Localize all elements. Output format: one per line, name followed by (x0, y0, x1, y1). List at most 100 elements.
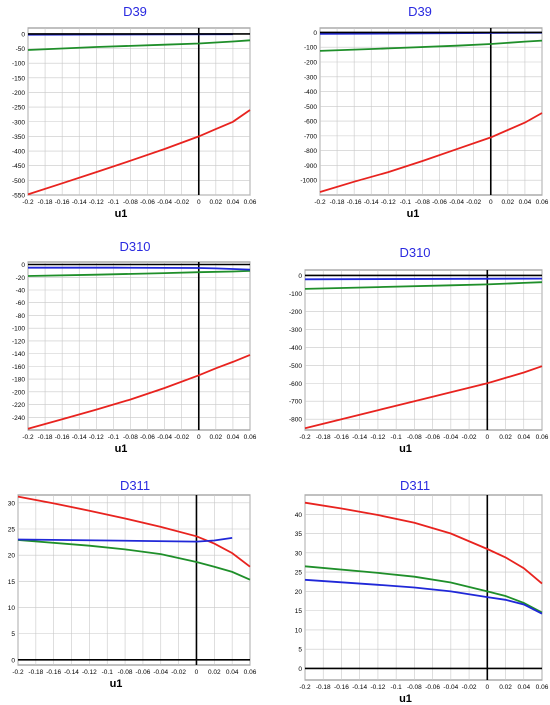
x-tick-label: -0.04 (157, 199, 172, 206)
y-tick-label: 5 (11, 631, 15, 638)
x-tick-label: -0.18 (330, 199, 345, 206)
x-tick-label: -0.14 (364, 199, 379, 206)
x-tick-label: -0.06 (425, 434, 440, 441)
y-tick-label: -450 (12, 163, 25, 170)
series-line-blue (304, 578, 543, 615)
y-tick-label: -160 (12, 364, 25, 371)
x-tick-label: -0.2 (22, 199, 34, 206)
x-tick-label: 0.02 (502, 199, 515, 206)
x-tick-label: -0.1 (108, 199, 120, 206)
x-tick-label: 0 (197, 434, 201, 441)
x-tick-label: 0.06 (244, 669, 257, 676)
x-tick-label: -0.14 (72, 199, 87, 206)
y-tick-label: -350 (12, 134, 25, 141)
y-tick-label: 10 (8, 605, 16, 612)
y-tick-label: -240 (12, 415, 25, 422)
y-tick-label: 0 (313, 30, 317, 37)
x-tick-label: -0.2 (314, 199, 326, 206)
y-tick-label: -180 (12, 377, 25, 384)
chart-panel-5: D311 0 5 10 15 20 25 30 -0.2 -0.18 -0.16 -0.14 -0.12… (8, 478, 257, 690)
x-tick-label: 0 (195, 669, 199, 676)
y-tick-label: -200 (12, 389, 25, 396)
series-line-green (304, 281, 543, 290)
x-tick-label: -0.16 (55, 434, 70, 441)
series-line-red (27, 354, 251, 430)
y-tick-label: 25 (295, 570, 303, 577)
y-tick-label: -20 (16, 275, 26, 282)
x-tick-label: -0.16 (347, 199, 362, 206)
series-line-green (319, 39, 543, 52)
x-tick-label: -0.14 (64, 669, 79, 676)
x-tick-label: -0.02 (462, 684, 477, 691)
x-tick-label: -0.06 (140, 199, 155, 206)
x-tick-label: -0.14 (72, 434, 87, 441)
series-line-green (17, 539, 251, 581)
x-tick-label: -0.04 (443, 684, 458, 691)
x-axis-label: u1 (115, 208, 128, 220)
x-tick-label: 0.06 (536, 434, 549, 441)
x-tick-label: -0.16 (334, 434, 349, 441)
y-tick-label: -400 (304, 89, 317, 96)
x-tick-label: -0.08 (407, 684, 422, 691)
plot-area (304, 269, 543, 431)
y-tick-label: -1000 (300, 178, 317, 185)
x-tick-label: 0 (485, 434, 489, 441)
x-tick-label: -0.18 (316, 684, 331, 691)
x-tick-label: -0.02 (174, 199, 189, 206)
x-tick-label: -0.08 (118, 669, 133, 676)
chart-title: D311 (400, 478, 430, 493)
x-tick-label: 0 (485, 684, 489, 691)
y-tick-label: 20 (295, 589, 303, 596)
chart-title: D311 (120, 478, 150, 493)
plot-area (319, 27, 543, 196)
y-tick-label: -100 (289, 291, 302, 298)
y-tick-label: -120 (12, 338, 25, 345)
y-tick-label: 15 (8, 579, 16, 586)
y-tick-label: 0 (298, 666, 302, 673)
x-tick-label: -0.1 (400, 199, 412, 206)
chart-panel-2: D39 0 -100 -200 -300 -400 -500 -600 -700 -800 -900… (300, 4, 548, 220)
x-axis-label: u1 (407, 208, 420, 220)
chart-title: D310 (399, 245, 430, 260)
x-tick-label: -0.18 (38, 434, 53, 441)
x-tick-label: 0 (197, 199, 201, 206)
x-tick-label: -0.2 (299, 434, 311, 441)
x-tick-label: -0.08 (407, 434, 422, 441)
x-tick-label: -0.06 (136, 669, 151, 676)
series-line-red (27, 109, 251, 196)
x-tick-label: 0.02 (499, 684, 512, 691)
y-tick-label: -600 (289, 381, 302, 388)
y-tick-label: -400 (12, 149, 25, 156)
x-tick-label: -0.06 (432, 199, 447, 206)
x-tick-label: -0.18 (38, 199, 53, 206)
x-tick-label: 0.02 (210, 434, 223, 441)
y-tick-label: 0 (21, 31, 25, 38)
y-tick-label: 30 (8, 500, 16, 507)
x-tick-label: 0.06 (536, 684, 549, 691)
y-tick-label: 30 (295, 550, 303, 557)
x-tick-label: 0.06 (244, 434, 257, 441)
x-tick-label: 0.04 (226, 669, 239, 676)
x-tick-label: -0.18 (28, 669, 43, 676)
x-tick-label: -0.08 (123, 434, 138, 441)
x-tick-label: -0.16 (334, 684, 349, 691)
x-tick-label: -0.14 (352, 684, 367, 691)
plot-area (304, 494, 543, 681)
y-tick-label: 20 (8, 553, 16, 560)
series-line-blue (28, 266, 251, 271)
y-tick-label: -250 (12, 105, 25, 112)
series-line-red (304, 365, 543, 430)
x-tick-label: -0.1 (391, 684, 403, 691)
chart-title: D39 (123, 4, 147, 19)
y-tick-label: -200 (304, 59, 317, 66)
plot-area (17, 494, 251, 666)
series-line-blue (304, 277, 543, 281)
y-tick-label: -300 (12, 119, 25, 126)
y-tick-label: -100 (304, 45, 317, 52)
y-tick-label: -800 (289, 417, 302, 424)
x-tick-label: 0 (489, 199, 493, 206)
x-tick-label: -0.16 (55, 199, 70, 206)
x-axis-label: u1 (110, 678, 123, 690)
y-tick-label: -200 (12, 90, 25, 97)
series-line-blue (17, 537, 233, 543)
